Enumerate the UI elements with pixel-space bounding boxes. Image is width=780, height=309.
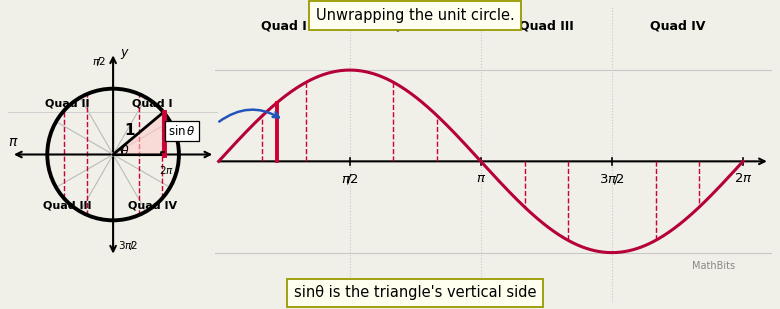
Text: $y$: $y$ [119,48,129,61]
Text: Quad I: Quad I [261,20,307,33]
Text: Quad II: Quad II [390,20,441,33]
Text: Quad IV: Quad IV [128,201,177,211]
Text: $\pi$: $\pi$ [476,172,486,185]
Text: $\sin\theta$: $\sin\theta$ [168,124,196,138]
Text: $2\pi$: $2\pi$ [734,172,752,185]
Text: MathBits: MathBits [692,261,735,271]
Text: Unwrapping the unit circle.: Unwrapping the unit circle. [316,8,515,23]
Text: Quad III: Quad III [519,20,574,33]
Text: $\pi\!/\!2$: $\pi\!/\!2$ [92,55,105,68]
Text: $2\pi$: $2\pi$ [158,164,174,176]
Text: $\mathbf{1}$: $\mathbf{1}$ [124,122,136,138]
Text: $3\pi\!/\!2$: $3\pi\!/\!2$ [599,172,625,186]
Text: $\pi$: $\pi$ [8,135,19,149]
Text: Quad IV: Quad IV [650,20,705,33]
Text: $\pi\!/\!2$: $\pi\!/\!2$ [341,172,358,186]
Text: $3\pi\!/\!2$: $3\pi\!/\!2$ [119,239,139,252]
Polygon shape [113,112,164,154]
Text: sinθ is the triangle's vertical side: sinθ is the triangle's vertical side [294,285,537,300]
Text: Quad III: Quad III [43,201,91,211]
Text: Quad I: Quad I [133,98,173,108]
Text: Quad II: Quad II [44,98,89,108]
Text: $\theta$: $\theta$ [120,144,129,158]
